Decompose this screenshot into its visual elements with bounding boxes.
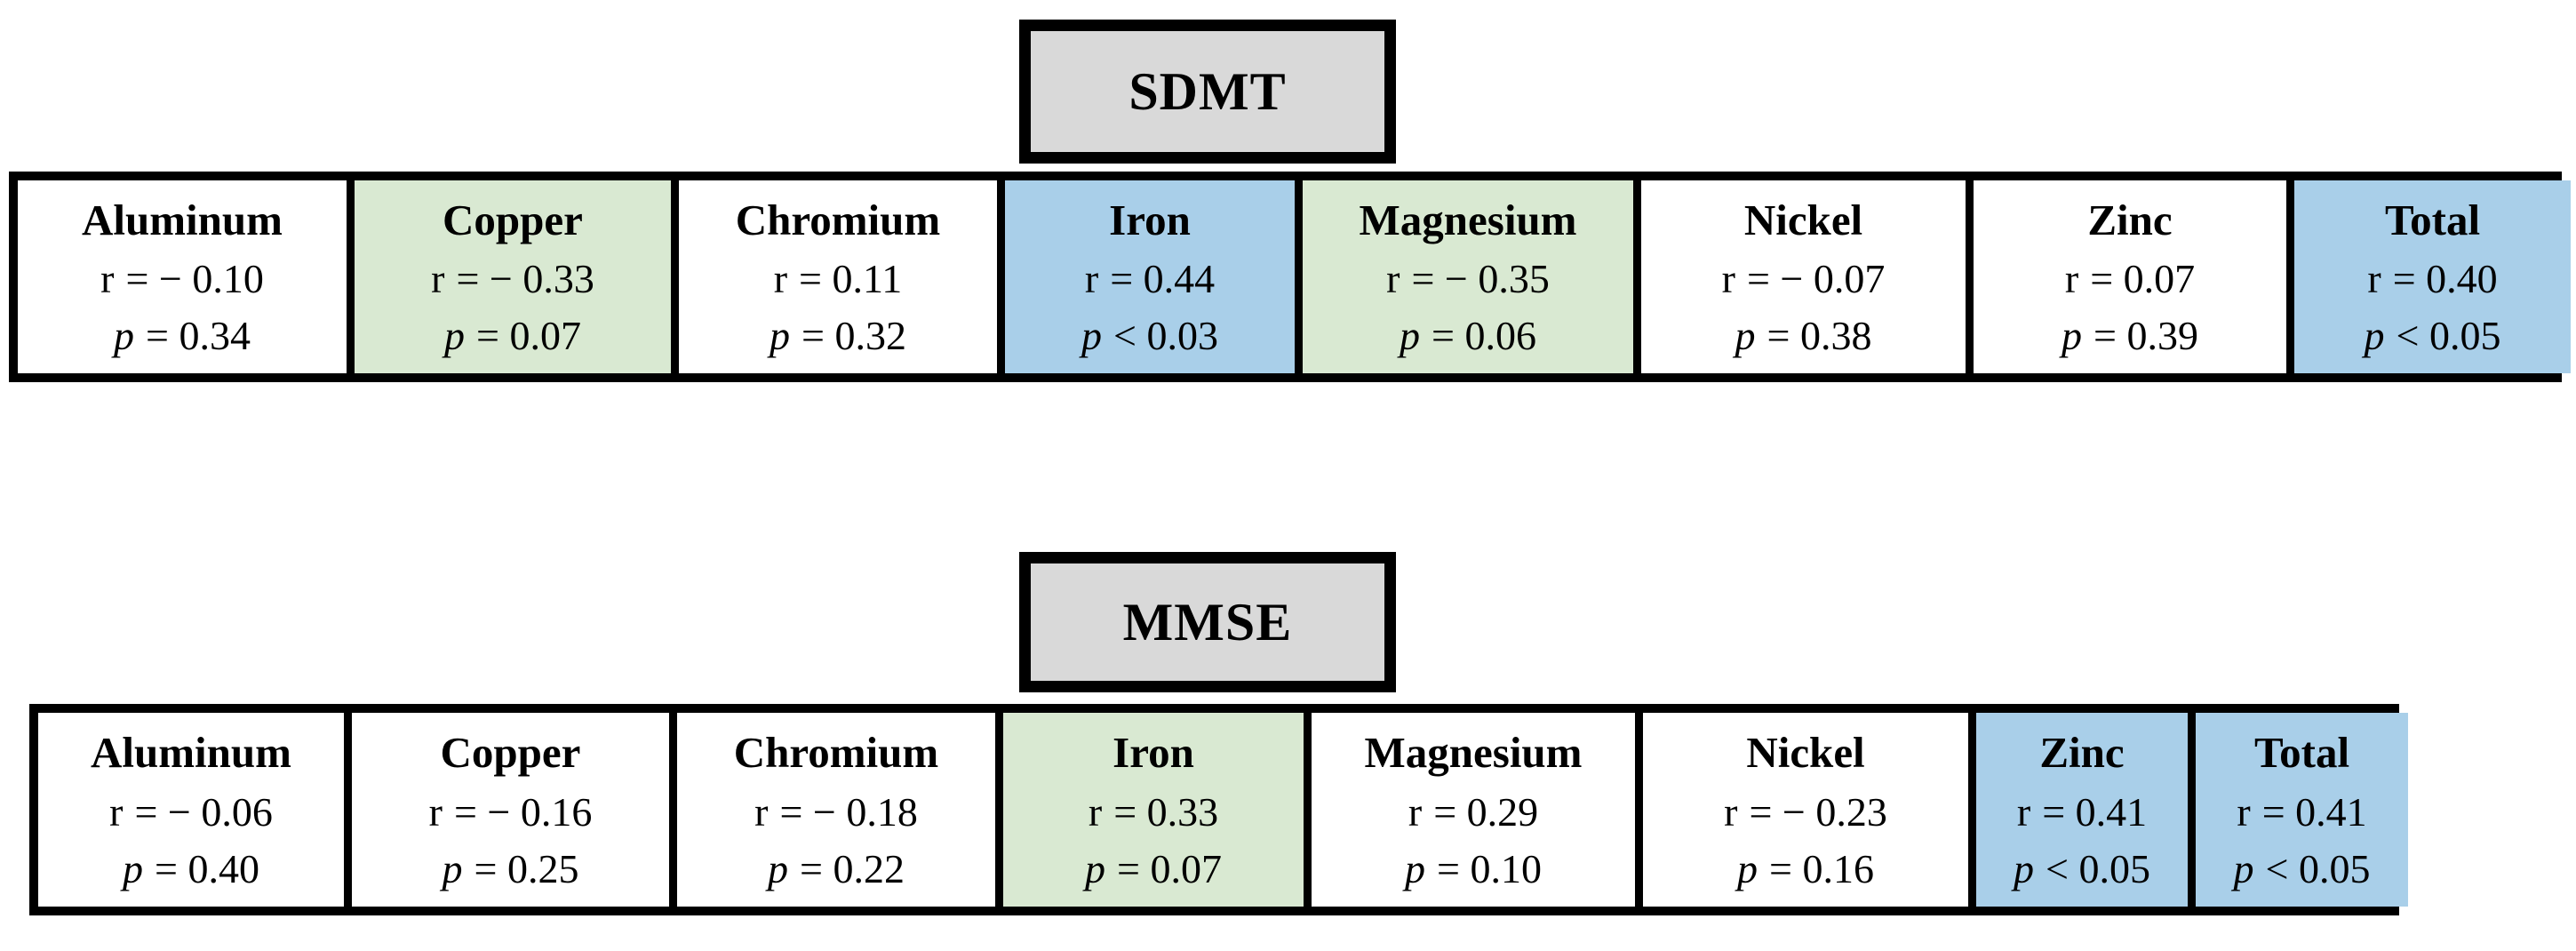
metal-name: Zinc xyxy=(2039,727,2125,777)
r-value: r = − 0.18 xyxy=(754,788,918,835)
p-value: p = 0.40 xyxy=(123,845,259,891)
sdmt-cell-copper: Copper r = − 0.33 p = 0.07 xyxy=(347,180,671,373)
mmse-cell-iron: Iron r = 0.33 p = 0.07 xyxy=(995,713,1304,907)
sdmt-cell-total: Total r = 0.40 p < 0.05 xyxy=(2286,180,2571,373)
mmse-cell-magnesium: Magnesium r = 0.29 p = 0.10 xyxy=(1304,713,1635,907)
mmse-cell-chromium: Chromium r = − 0.18 p = 0.22 xyxy=(669,713,995,907)
mmse-header-box: MMSE xyxy=(1019,552,1396,692)
r-value: r = − 0.33 xyxy=(431,256,594,302)
p-value: p < 0.03 xyxy=(1081,313,1218,359)
sdmt-cell-nickel: Nickel r = − 0.07 p = 0.38 xyxy=(1633,180,1966,373)
r-value: r = 0.07 xyxy=(2064,256,2196,302)
p-value: p = 0.16 xyxy=(1737,845,1874,891)
metal-name: Nickel xyxy=(1743,195,1863,244)
metal-name: Aluminum xyxy=(81,195,283,244)
p-value: p < 0.05 xyxy=(2014,845,2150,891)
metal-name: Aluminum xyxy=(90,727,291,777)
r-value: r = − 0.10 xyxy=(100,256,264,302)
sdmt-title: SDMT xyxy=(1128,61,1287,121)
mmse-correlations-table: Aluminum r = − 0.06 p = 0.40 Copper r = − 0… xyxy=(29,704,2408,915)
r-value: r = 0.41 xyxy=(2237,788,2367,835)
mmse-title: MMSE xyxy=(1122,592,1293,651)
sdmt-cell-chromium: Chromium r = 0.11 p = 0.32 xyxy=(671,180,997,373)
p-value: p = 0.34 xyxy=(114,313,251,359)
metal-name: Iron xyxy=(1113,727,1194,777)
mmse-cell-aluminum: Aluminum r = − 0.06 p = 0.40 xyxy=(38,713,344,907)
p-value: p < 0.05 xyxy=(2364,313,2501,359)
metal-name: Total xyxy=(2384,195,2481,244)
r-value: r = − 0.35 xyxy=(1386,256,1550,302)
mmse-cell-zinc: Zinc r = 0.41 p < 0.05 xyxy=(1968,713,2188,907)
mmse-cell-nickel: Nickel r = − 0.23 p = 0.16 xyxy=(1635,713,1968,907)
p-value: p = 0.22 xyxy=(768,845,905,891)
metal-name: Chromium xyxy=(733,727,939,777)
metal-name: Zinc xyxy=(2087,195,2173,244)
r-value: r = 0.40 xyxy=(2367,256,2498,302)
p-value: p = 0.38 xyxy=(1735,313,1872,359)
metal-name: Copper xyxy=(443,195,583,244)
sdmt-correlations-table: Aluminum r = − 0.10 p = 0.34 Copper r = − 0… xyxy=(9,172,2571,382)
metal-name: Chromium xyxy=(735,195,941,244)
p-value: p = 0.25 xyxy=(442,845,579,891)
sdmt-cell-zinc: Zinc r = 0.07 p = 0.39 xyxy=(1966,180,2286,373)
sdmt-cell-aluminum: Aluminum r = − 0.10 p = 0.34 xyxy=(18,180,347,373)
p-value: p = 0.07 xyxy=(1085,845,1222,891)
p-value: p = 0.39 xyxy=(2062,313,2198,359)
metal-name: Magnesium xyxy=(1359,195,1577,244)
metal-name: Copper xyxy=(440,727,581,777)
r-value: r = 0.41 xyxy=(2016,788,2148,835)
r-value: r = − 0.06 xyxy=(109,788,273,835)
r-value: r = − 0.07 xyxy=(1721,256,1886,302)
p-value: p = 0.32 xyxy=(770,313,906,359)
mmse-cell-copper: Copper r = − 0.16 p = 0.25 xyxy=(344,713,669,907)
p-value: p = 0.10 xyxy=(1405,845,1542,891)
sdmt-cell-iron: Iron r = 0.44 p < 0.03 xyxy=(997,180,1295,373)
r-value: r = − 0.16 xyxy=(428,788,593,835)
metal-name: Total xyxy=(2253,727,2350,777)
r-value: r = 0.33 xyxy=(1088,788,1219,835)
metal-name: Magnesium xyxy=(1364,727,1583,777)
p-value: p < 0.05 xyxy=(2233,845,2371,891)
sdmt-cell-magnesium: Magnesium r = − 0.35 p = 0.06 xyxy=(1295,180,1633,373)
r-value: r = 0.29 xyxy=(1408,788,1539,835)
r-value: r = 0.11 xyxy=(773,256,903,302)
sdmt-header-box: SDMT xyxy=(1019,20,1396,164)
r-value: r = − 0.23 xyxy=(1724,788,1887,835)
metal-name: Iron xyxy=(1109,195,1191,244)
metal-name: Nickel xyxy=(1746,727,1865,777)
mmse-cell-total: Total r = 0.41 p < 0.05 xyxy=(2188,713,2408,907)
p-value: p = 0.06 xyxy=(1400,313,1536,359)
r-value: r = 0.44 xyxy=(1084,256,1216,302)
p-value: p = 0.07 xyxy=(444,313,581,359)
